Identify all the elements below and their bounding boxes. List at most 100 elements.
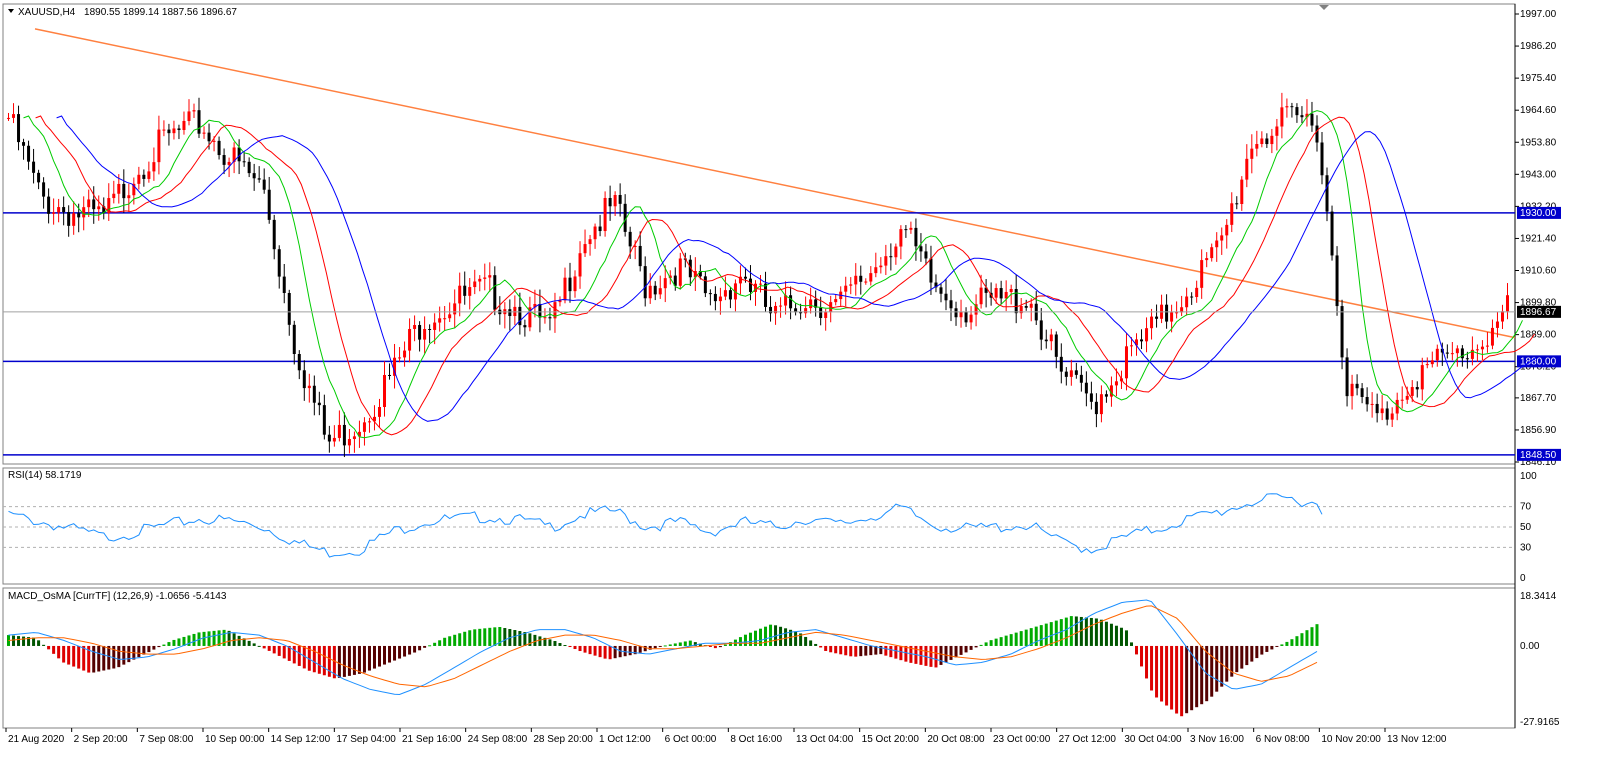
- candle-body: [428, 329, 432, 331]
- macd-histogram-bar: [939, 645, 943, 665]
- candle-body: [934, 282, 938, 288]
- time-tick-label: 23 Oct 00:00: [993, 734, 1051, 745]
- ohlc-values: 1890.55 1899.14 1887.56 1896.67: [84, 7, 237, 18]
- time-tick-label: 6 Oct 00:00: [665, 734, 717, 745]
- candle-body: [463, 285, 467, 296]
- macd-histogram-bar: [974, 645, 978, 648]
- candle-body: [1155, 316, 1159, 319]
- macd-histogram-bar: [1265, 645, 1269, 652]
- macd-histogram-bar: [578, 645, 582, 652]
- candle-body: [372, 416, 376, 422]
- candle-body: [1505, 295, 1509, 312]
- candle-body: [944, 293, 948, 301]
- candle-body: [1004, 291, 1008, 299]
- shift-marker-icon[interactable]: [1319, 5, 1329, 10]
- candle-body: [738, 276, 742, 284]
- candle-body: [458, 285, 462, 304]
- rsi-indicator: 100 70 50 30 0: [3, 471, 1537, 584]
- macd-histogram-bar: [934, 645, 938, 668]
- candle-body: [1390, 413, 1394, 420]
- macd-histogram-bar: [393, 645, 397, 661]
- candle-body: [789, 295, 793, 309]
- macd-histogram-bar: [1135, 645, 1139, 655]
- candle-body: [533, 304, 537, 308]
- macd-pane[interactable]: [2, 587, 1516, 729]
- price-pane[interactable]: [2, 3, 1516, 465]
- price-tick-label: 1997.00: [1520, 9, 1557, 20]
- macd-histogram-bar: [608, 645, 612, 660]
- candle-body: [47, 196, 51, 214]
- macd-histogram-bar: [277, 645, 281, 656]
- candle-body: [403, 350, 407, 358]
- candle-body: [478, 278, 482, 282]
- candle-body: [939, 287, 943, 294]
- ma-slow-line: [56, 115, 1536, 422]
- macd-histogram-bar: [377, 645, 381, 667]
- candle-body: [794, 308, 798, 313]
- macd-histogram-bar: [879, 645, 883, 655]
- resistance-trendline[interactable]: [34, 28, 1516, 339]
- macd-histogram-bar: [738, 637, 742, 646]
- rsi-pane[interactable]: [2, 467, 1516, 585]
- candle-body: [1265, 138, 1269, 145]
- candle-body: [1475, 349, 1479, 351]
- candle-body: [1445, 352, 1449, 354]
- macd-histogram-bar: [327, 645, 331, 677]
- candle-body: [728, 290, 732, 300]
- macd-histogram-bar: [1220, 645, 1224, 687]
- candle-body: [1290, 106, 1294, 108]
- candle-body: [1470, 349, 1474, 359]
- macd-histogram-bar: [1275, 645, 1279, 647]
- candle-body: [57, 207, 61, 213]
- macd-histogram-bar: [829, 645, 833, 653]
- macd-histogram-bar: [598, 645, 602, 658]
- candle-body: [1295, 107, 1299, 116]
- candle-body: [909, 227, 913, 230]
- candle-body: [1320, 142, 1324, 176]
- macd-histogram-bar: [819, 645, 823, 648]
- candle-body: [322, 405, 326, 435]
- rsi-tick-label: 100: [1520, 471, 1537, 482]
- candle-body: [1089, 393, 1093, 402]
- candle-body: [393, 357, 397, 376]
- price-tick-label: 1856.90: [1520, 425, 1557, 436]
- current-price-tag: [1517, 305, 1561, 318]
- candle-body: [438, 318, 442, 323]
- macd-histogram-bar: [337, 645, 341, 678]
- macd-histogram-bar: [1190, 645, 1194, 711]
- candle-body: [1230, 203, 1234, 225]
- candle-body: [1410, 387, 1414, 396]
- macd-histogram-bar: [52, 645, 56, 654]
- macd-histogram-bar: [272, 645, 276, 654]
- candle-body: [999, 288, 1003, 299]
- candle-body: [287, 292, 291, 325]
- candle-body: [1270, 135, 1274, 145]
- macd-histogram-bar: [478, 628, 482, 646]
- macd-histogram-bar: [267, 645, 271, 651]
- candle-body: [1495, 321, 1499, 328]
- candle-body: [162, 129, 166, 131]
- time-tick-label: 24 Sep 08:00: [468, 734, 528, 745]
- macd-histogram-bar: [1049, 622, 1053, 646]
- candle-body: [448, 314, 452, 319]
- macd-histogram-bar: [568, 645, 572, 648]
- candle-body: [969, 314, 973, 323]
- macd-histogram-bar: [728, 642, 732, 646]
- macd-histogram-bar: [418, 645, 422, 651]
- candle-body: [1019, 306, 1023, 314]
- candle-body: [1280, 107, 1284, 127]
- trendline-layer[interactable]: [34, 28, 1516, 339]
- candle-body: [357, 431, 361, 437]
- price-tick-label: 1889.00: [1520, 330, 1557, 341]
- candle-body: [1049, 334, 1053, 342]
- candle-body: [92, 199, 96, 210]
- candle-body: [1315, 125, 1319, 143]
- time-tick-label: 14 Sep 12:00: [271, 734, 331, 745]
- macd-histogram-bar: [367, 645, 371, 671]
- horizontal-levels[interactable]: 1930.00 1880.00 1848.50: [3, 206, 1561, 461]
- collapse-arrow-icon[interactable]: [8, 9, 14, 13]
- candle-body: [137, 174, 141, 184]
- candle-body: [743, 276, 747, 279]
- macd-histogram-bar: [884, 645, 888, 656]
